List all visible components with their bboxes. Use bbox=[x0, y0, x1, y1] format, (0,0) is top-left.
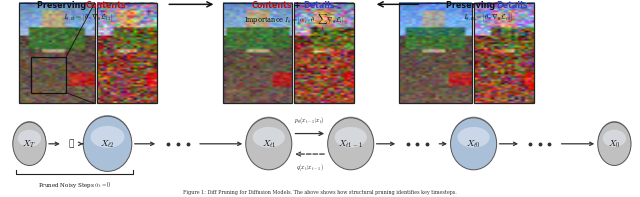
Text: $X_{t2}$: $X_{t2}$ bbox=[100, 138, 115, 150]
Text: $I_{\theta,t0} = |\theta \cdot \nabla_\theta \, \mathcal{L}_{t0}|$: $I_{\theta,t0} = |\theta \cdot \nabla_\t… bbox=[463, 13, 513, 23]
Text: Details: Details bbox=[497, 1, 528, 10]
Ellipse shape bbox=[246, 118, 292, 170]
Text: Figure 1: Diff Pruning for Diffusion Models. The above shows how structural prun: Figure 1: Diff Pruning for Diffusion Mod… bbox=[183, 190, 457, 195]
Text: ✂: ✂ bbox=[69, 139, 74, 148]
Bar bbox=[294, 3, 354, 103]
Ellipse shape bbox=[253, 127, 285, 148]
Text: Preserving: Preserving bbox=[446, 1, 498, 10]
Text: Details: Details bbox=[303, 1, 335, 10]
Ellipse shape bbox=[603, 130, 626, 147]
Ellipse shape bbox=[598, 122, 631, 165]
Ellipse shape bbox=[598, 121, 631, 164]
Text: $X_{t1}$: $X_{t1}$ bbox=[262, 138, 276, 150]
Text: Preserving: Preserving bbox=[37, 1, 90, 10]
Ellipse shape bbox=[83, 116, 132, 171]
Bar bbox=[474, 3, 534, 103]
Bar bbox=[223, 3, 292, 103]
Bar bbox=[19, 3, 95, 103]
Text: Importance $I_\theta = |\alpha_t \cdot \theta \cdot \sum_t \nabla_\theta \mathca: Importance $I_\theta = |\alpha_t \cdot \… bbox=[244, 13, 345, 32]
Text: $p_\theta(x_{t-1}|x_t)$: $p_\theta(x_{t-1}|x_t)$ bbox=[294, 115, 325, 126]
Ellipse shape bbox=[458, 127, 490, 148]
Ellipse shape bbox=[328, 117, 374, 169]
Text: $X_{T}$: $X_{T}$ bbox=[22, 138, 36, 150]
Ellipse shape bbox=[13, 122, 46, 165]
Ellipse shape bbox=[328, 118, 374, 170]
Ellipse shape bbox=[335, 127, 367, 148]
Text: +: + bbox=[291, 1, 303, 10]
Ellipse shape bbox=[90, 126, 125, 148]
Text: $X_{t0}$: $X_{t0}$ bbox=[467, 138, 481, 150]
Ellipse shape bbox=[451, 117, 497, 169]
Text: $X_{t1-1}$: $X_{t1-1}$ bbox=[339, 138, 363, 150]
Text: Pruned Noisy Steps $\alpha_t = 0$: Pruned Noisy Steps $\alpha_t = 0$ bbox=[38, 180, 111, 190]
Text: $X_{0}$: $X_{0}$ bbox=[608, 138, 621, 150]
Ellipse shape bbox=[18, 130, 41, 147]
Bar bbox=[97, 3, 157, 103]
Text: Contents: Contents bbox=[252, 1, 292, 10]
Ellipse shape bbox=[246, 117, 292, 169]
Bar bbox=[31, 57, 66, 93]
Text: $I_{\theta,t2} = |\theta \cdot \nabla_\theta \, \mathcal{L}_{t2}|$: $I_{\theta,t2} = |\theta \cdot \nabla_\t… bbox=[63, 13, 113, 23]
Text: $q(x_t|x_{t-1})$: $q(x_t|x_{t-1})$ bbox=[296, 162, 324, 173]
Text: Contents: Contents bbox=[86, 1, 126, 10]
Ellipse shape bbox=[83, 115, 132, 170]
Bar bbox=[399, 3, 472, 103]
Ellipse shape bbox=[13, 121, 46, 164]
Ellipse shape bbox=[451, 118, 497, 170]
